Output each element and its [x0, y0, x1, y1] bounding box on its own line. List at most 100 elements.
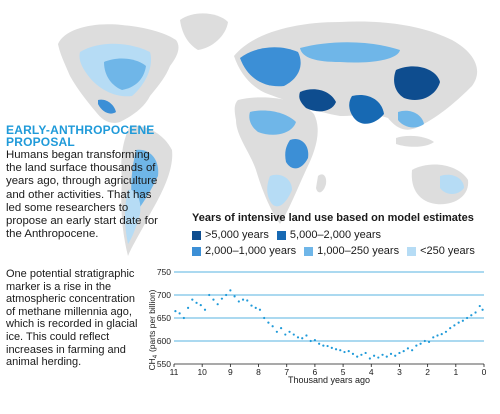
methane-data-point [398, 351, 401, 355]
methane-data-point [229, 289, 232, 292]
methane-data-point [203, 308, 207, 311]
x-tick-label: 9 [228, 367, 233, 377]
legend-swatch-5000-2000 [276, 230, 286, 240]
methane-data-point [174, 310, 177, 313]
legend-swatch-2000-1000 [192, 246, 201, 256]
island-japan [445, 80, 455, 96]
sidebar-title-line1: EARLY-ANTHROPOCENE [6, 123, 155, 137]
methane-data-point [385, 355, 388, 358]
methane-data-point [263, 316, 266, 320]
methane-data-point [449, 327, 452, 330]
methane-data-point [394, 354, 397, 357]
x-tick-label: 8 [256, 367, 261, 377]
zone-2000-1000-europe [240, 47, 301, 87]
methane-data-point [339, 349, 342, 352]
x-tick-label: 4 [369, 367, 374, 377]
methane-data-point [419, 342, 422, 345]
legend-row-2: 2,000–1,000 years 1,000–250 years <250 y… [192, 244, 492, 258]
y-tick-label: 600 [157, 336, 171, 346]
methane-data-point [457, 321, 460, 324]
methane-data-point [334, 348, 338, 351]
legend-item-1000-250: 1,000–250 years [304, 244, 399, 258]
methane-data-point [347, 350, 350, 353]
chart-points [174, 289, 484, 360]
methane-data-point [402, 350, 405, 353]
methane-data-point [330, 346, 333, 349]
legend-swatch-1000-250 [304, 246, 314, 256]
y-tick-label: 550 [157, 359, 171, 369]
methane-data-point [326, 344, 329, 348]
methane-data-point [481, 308, 484, 311]
methane-data-point [423, 339, 426, 343]
island-se-asia [396, 135, 434, 147]
methane-data-point [178, 312, 181, 315]
legend-label-gt5000: >5,000 years [205, 229, 269, 241]
methane-data-point [360, 353, 363, 356]
legend-label-2000-1000: 2,000–1,000 years [205, 245, 297, 257]
map-legend: Years of intensive land use based on mod… [192, 212, 492, 260]
methane-marker-description: One potential stratigraphic marker is a … [6, 268, 138, 369]
methane-data-point [356, 355, 359, 358]
methane-data-point [377, 356, 380, 359]
x-tick-label: 5 [341, 367, 346, 377]
methane-data-point [186, 306, 190, 309]
methane-data-point [351, 352, 355, 355]
methane-data-point [225, 293, 228, 297]
x-tick-label: 11 [170, 367, 179, 377]
legend-item-5000-2000: 5,000–2,000 years [276, 228, 381, 242]
zone-1000-250-russia [300, 42, 400, 63]
methane-data-point [275, 330, 278, 333]
methane-data-point [216, 303, 219, 306]
methane-data-point [305, 334, 308, 337]
x-tick-label: 0 [482, 367, 487, 377]
y-axis-label-units: (parts per billion) [147, 289, 157, 352]
methane-data-point [208, 293, 211, 297]
x-tick-label: 3 [397, 367, 402, 377]
chart-grid [174, 271, 484, 365]
methane-data-point [279, 327, 283, 330]
legend-label-lt250: <250 years [420, 245, 475, 257]
methane-data-point [389, 352, 393, 355]
x-tick-label: 6 [313, 367, 318, 377]
methane-data-point [313, 338, 317, 342]
zone-2000-1000-africa-east [285, 138, 309, 169]
y-tick-label: 700 [157, 290, 171, 300]
methane-data-point [427, 340, 431, 344]
legend-item-2000-1000: 2,000–1,000 years [192, 244, 296, 258]
legend-row-1: >5,000 years 5,000–2,000 years [192, 228, 492, 242]
sidebar-title: EARLY-ANTHROPOCENE PROPOSAL [6, 124, 166, 148]
methane-data-point [284, 333, 287, 336]
continent-australia [411, 164, 469, 205]
island-madagascar [316, 174, 327, 193]
methane-data-point [301, 337, 304, 340]
methane-data-point [254, 306, 257, 309]
legend-swatch-gt5000 [192, 230, 201, 240]
methane-data-point [406, 347, 410, 350]
methane-data-point [250, 304, 253, 307]
zone-lt250-south-america [125, 189, 141, 244]
methane-data-point [318, 342, 321, 345]
y-axis-label: CH4 (parts per billion) [147, 289, 159, 370]
x-tick-label: 10 [197, 367, 207, 377]
methane-data-point [465, 316, 469, 320]
methane-data-point [474, 311, 477, 314]
methane-data-point [296, 336, 300, 339]
methane-data-point [440, 333, 443, 336]
methane-data-point [246, 299, 249, 302]
methane-data-point [470, 314, 473, 317]
methane-data-point [372, 354, 376, 357]
world-land-use-map [58, 13, 478, 256]
methane-data-point [415, 344, 418, 347]
continent-greenland [180, 13, 228, 51]
zone-gt5000-middle-east [299, 89, 336, 112]
x-tick-label: 2 [425, 367, 430, 377]
sidebar-description: Humans began transforming the land surfa… [6, 149, 158, 241]
methane-data-point [271, 325, 274, 328]
zone-5000-2000-india [349, 94, 384, 124]
legend-swatch-lt250 [407, 246, 417, 256]
methane-data-point [436, 334, 439, 337]
methane-data-point [292, 333, 295, 336]
methane-data-point [309, 339, 312, 343]
methane-data-point [478, 304, 481, 308]
methane-data-point [381, 353, 384, 356]
